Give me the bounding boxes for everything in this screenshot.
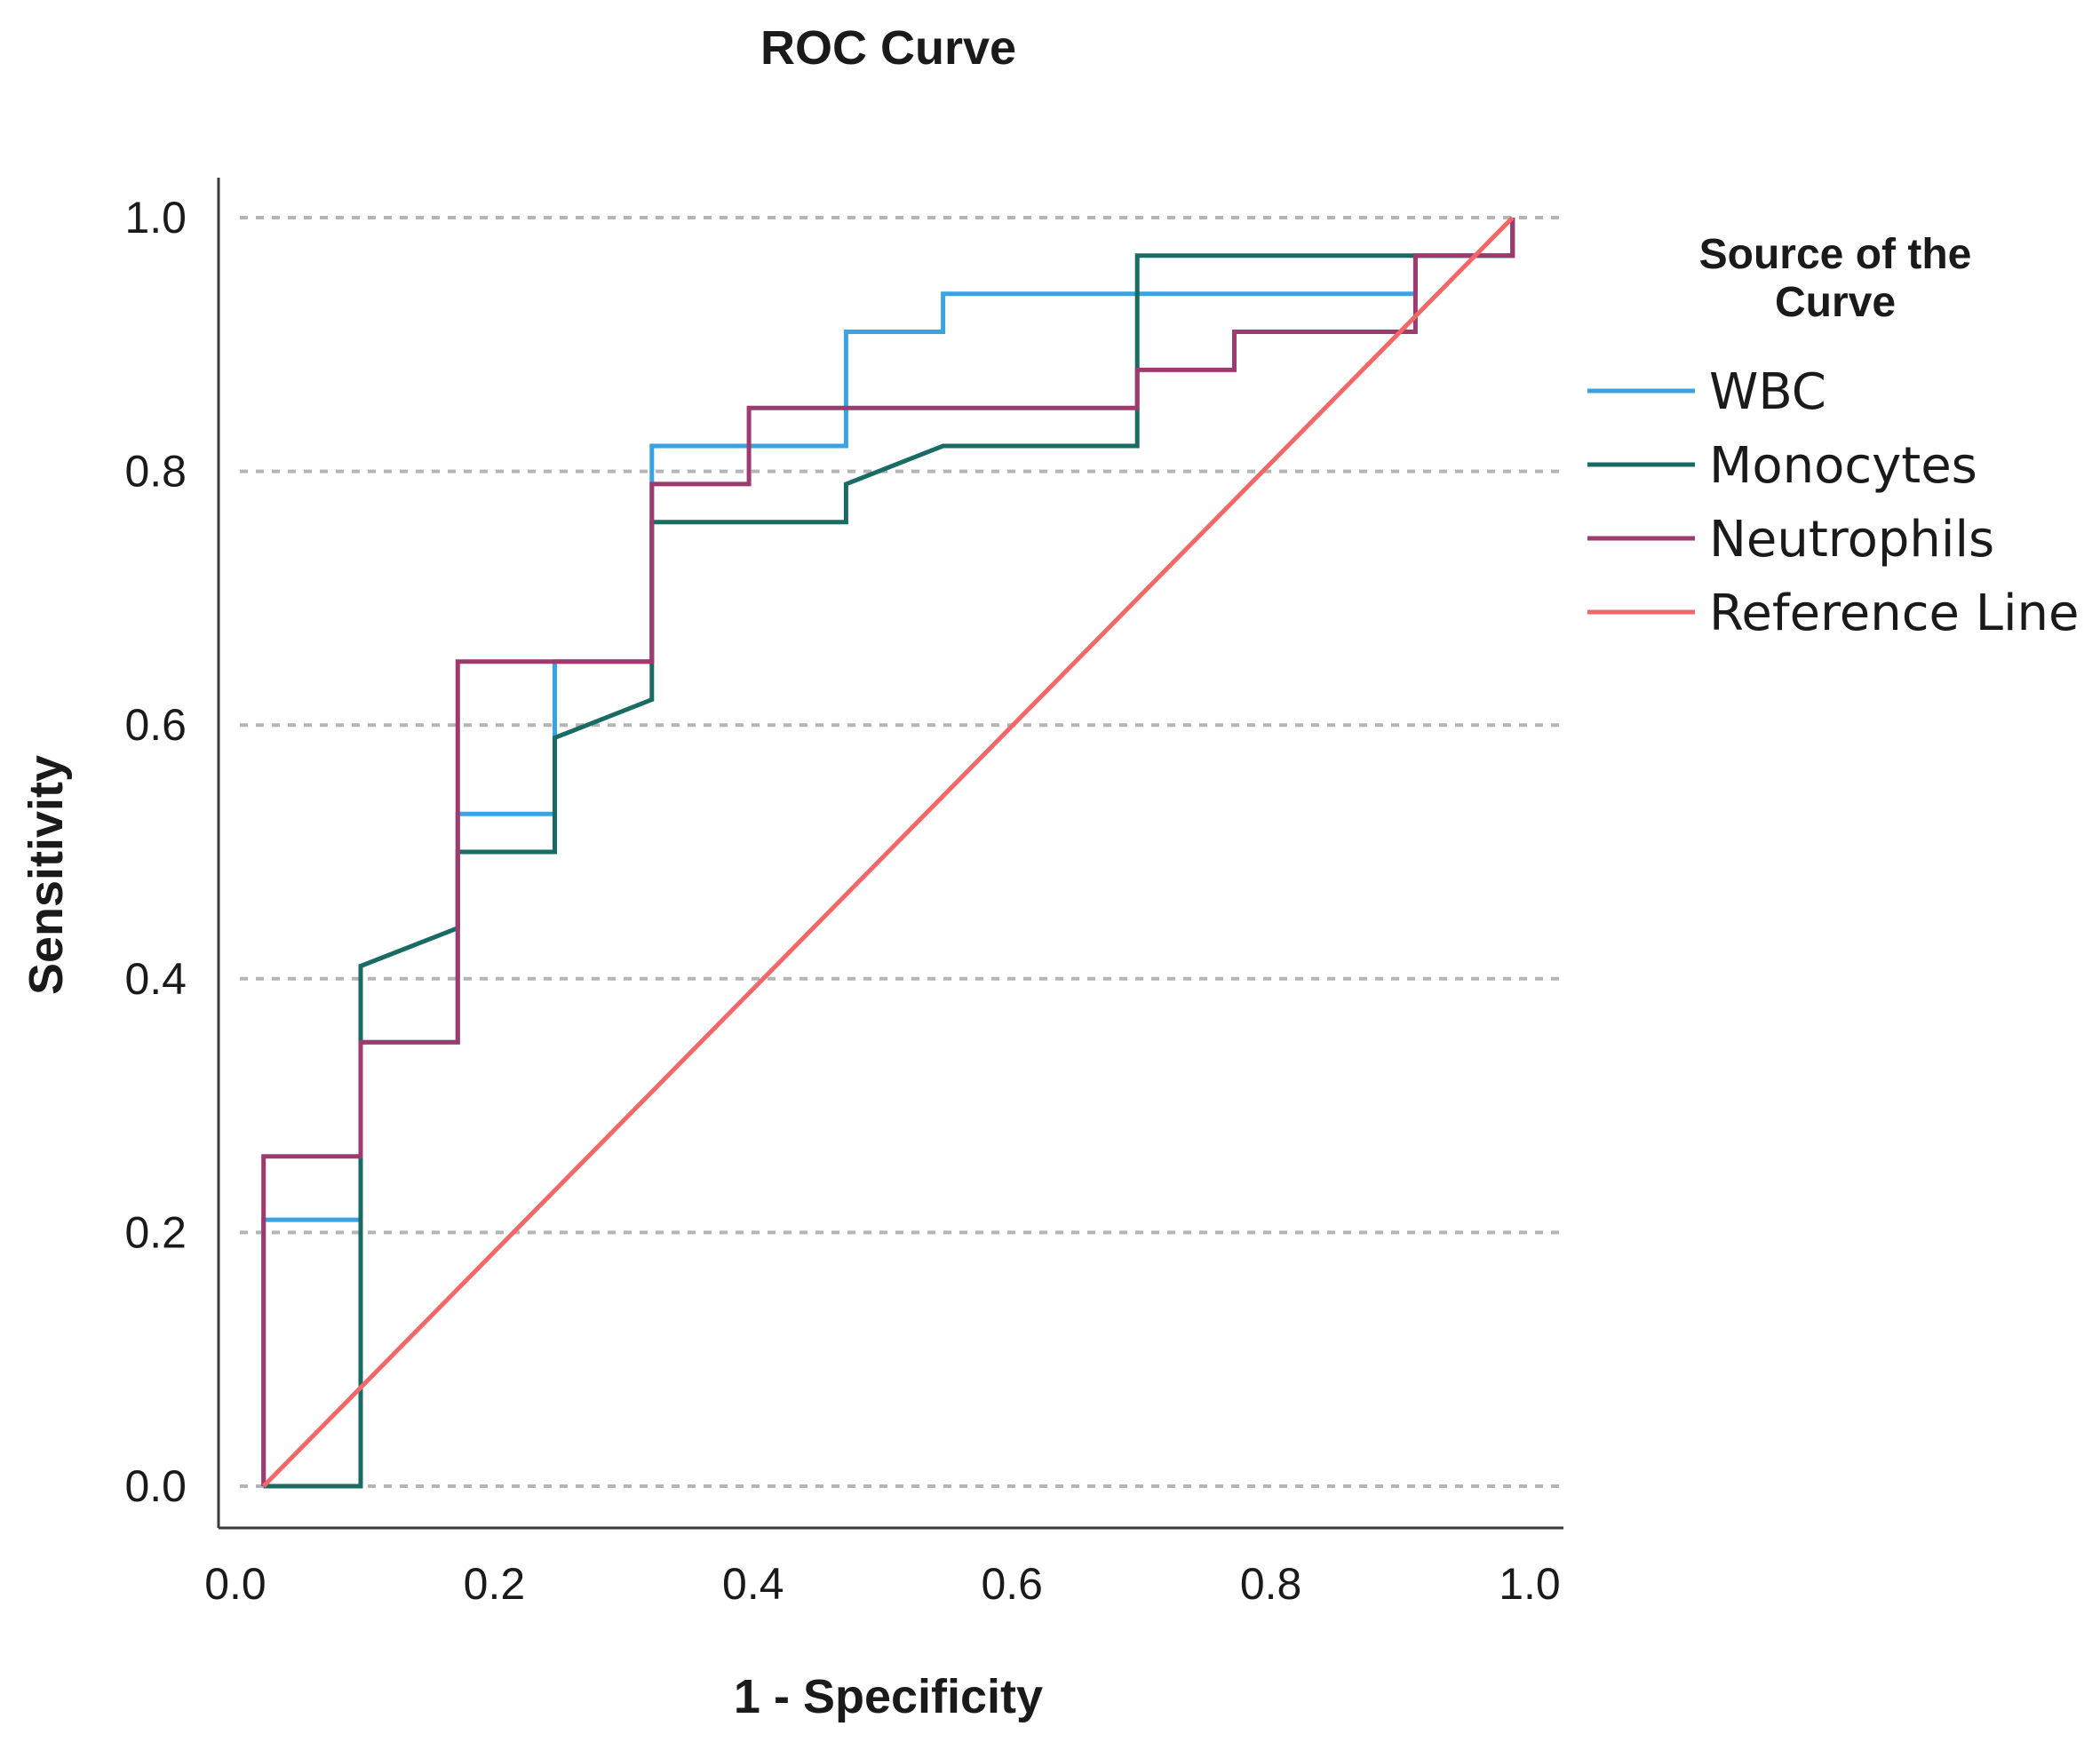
- x-tick-label-4: 0.8: [1240, 1559, 1302, 1609]
- y-tick-labels: 0.0 0.2 0.4 0.6 0.8 1.0: [124, 193, 187, 1511]
- y-tick-label-0: 0.0: [124, 1461, 187, 1511]
- chart-title: ROC Curve: [760, 21, 1016, 75]
- x-tick-label-1: 0.2: [464, 1559, 526, 1609]
- axes: [217, 178, 1563, 1530]
- gridlines: [240, 216, 1563, 1488]
- y-axis-title: Sensitivity: [20, 755, 73, 995]
- x-tick-label-5: 1.0: [1499, 1559, 1561, 1609]
- series-line-reference-line: [261, 216, 1515, 1488]
- y-tick-label-2: 0.4: [124, 954, 187, 1004]
- legend: Source of the Curve WBC Monocytes Neutroph…: [1587, 231, 2080, 642]
- x-tick-labels: 0.0 0.2 0.4 0.6 0.8 1.0: [204, 1559, 1561, 1609]
- x-axis-title: 1 - Specificity: [734, 1670, 1043, 1723]
- legend-label-reference-line: Reference Line: [1709, 585, 2080, 642]
- series-lines: [261, 216, 1515, 1489]
- y-tick-label-5: 1.0: [124, 193, 187, 243]
- legend-label-monocytes: Monocytes: [1709, 437, 1977, 495]
- legend-label-wbc: WBC: [1709, 363, 1826, 421]
- legend-title-line-1: Source of the: [1699, 231, 1972, 278]
- x-tick-label-2: 0.4: [722, 1559, 784, 1609]
- legend-items: WBC Monocytes Neutrophils Reference Line: [1587, 363, 2080, 642]
- x-tick-label-0: 0.0: [204, 1559, 266, 1609]
- y-tick-label-4: 0.8: [124, 447, 187, 497]
- legend-label-neutrophils: Neutrophils: [1709, 511, 1994, 569]
- x-tick-label-3: 0.6: [981, 1559, 1043, 1609]
- y-tick-label-3: 0.6: [124, 700, 187, 750]
- legend-title-line-2: Curve: [1775, 279, 1896, 326]
- y-tick-label-1: 0.2: [124, 1207, 187, 1257]
